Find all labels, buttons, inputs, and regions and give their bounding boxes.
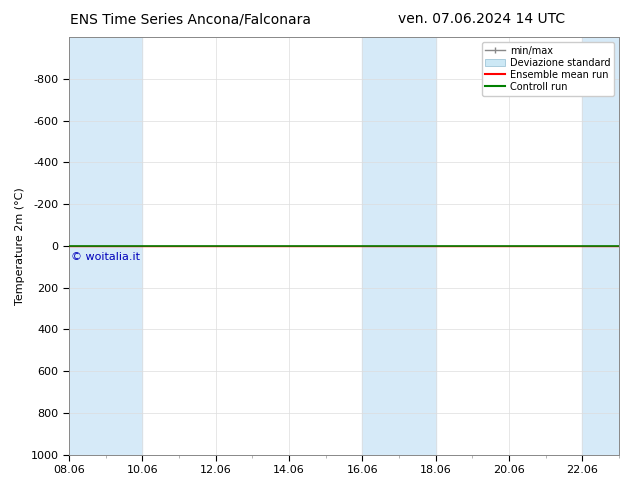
Text: ENS Time Series Ancona/Falconara: ENS Time Series Ancona/Falconara [70,12,311,26]
Text: © woitalia.it: © woitalia.it [71,252,140,262]
Y-axis label: Temperature 2m (°C): Temperature 2m (°C) [15,187,25,305]
Bar [583,37,619,455]
Text: ven. 07.06.2024 14 UTC: ven. 07.06.2024 14 UTC [398,12,566,26]
Bar [106,37,142,455]
Legend: min/max, Deviazione standard, Ensemble mean run, Controll run: min/max, Deviazione standard, Ensemble m… [482,42,614,96]
Bar [399,37,436,455]
Bar [362,37,399,455]
Bar [69,37,106,455]
